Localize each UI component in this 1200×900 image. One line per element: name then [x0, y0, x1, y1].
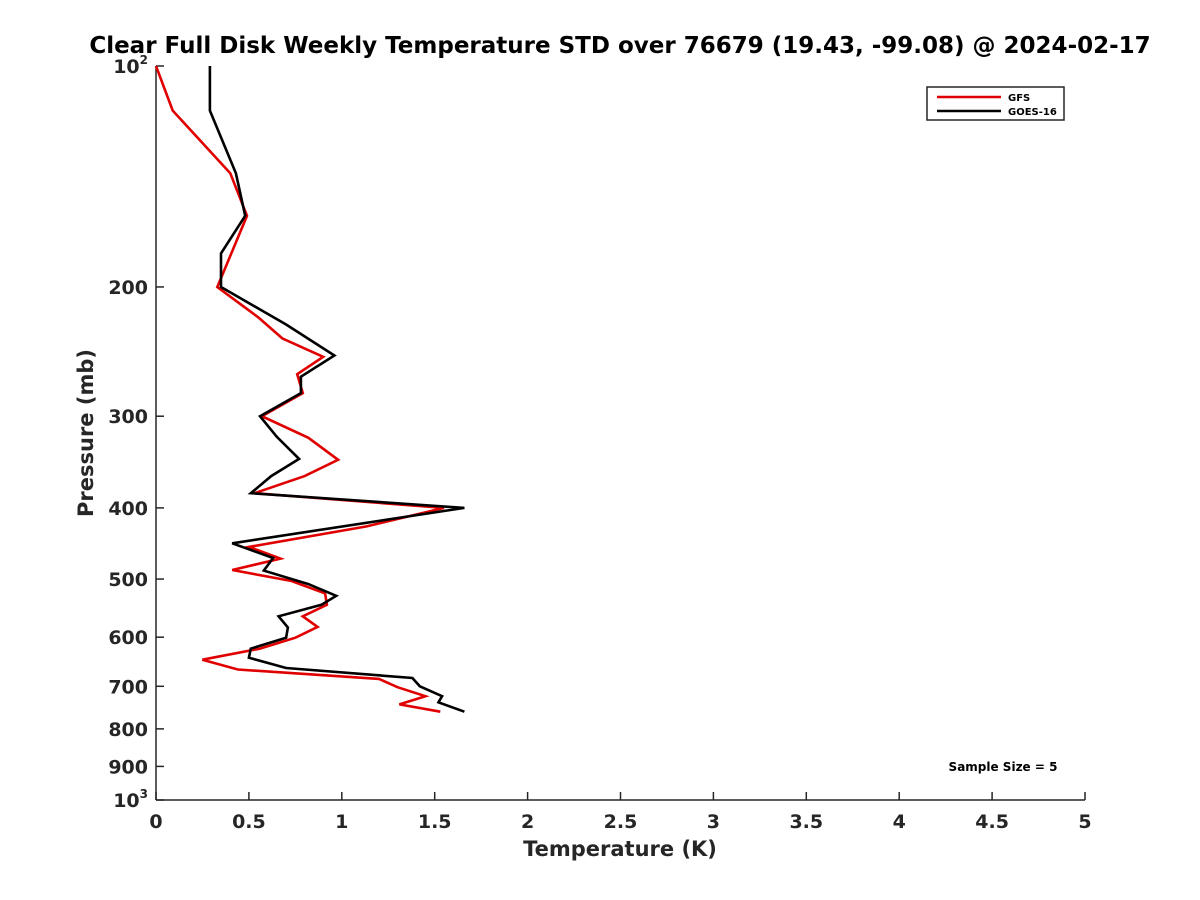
y-tick-label: 700	[108, 676, 148, 698]
x-tick-label: 3.5	[789, 811, 823, 833]
series-layer	[154, 65, 465, 713]
y-tick-label: 200	[108, 277, 148, 299]
x-axis-label: Temperature (K)	[523, 837, 717, 861]
legend-label: GFS	[1008, 93, 1030, 104]
legend: GFS GOES-16	[926, 86, 1065, 121]
y-tick-label: 800	[108, 719, 148, 741]
y-tick-label: 600	[108, 627, 148, 649]
x-tick-label: 2	[521, 811, 534, 833]
chart-title: Clear Full Disk Weekly Temperature STD o…	[89, 33, 1150, 59]
x-tick-label: 0	[149, 811, 162, 833]
x-tick-label: 3	[707, 811, 720, 833]
y-tick-label: 900	[108, 756, 148, 778]
axes: 0 0.5 1 1.5 2 2.5 3 3.5 4 4.5 5 102 200 300 400 500 600 7…	[108, 53, 1091, 833]
x-tick-label: 2.5	[604, 811, 638, 833]
legend-box	[926, 86, 1065, 121]
y-tick-label: 103	[113, 787, 148, 812]
x-tick-label: 4.5	[975, 811, 1009, 833]
y-tick-label: 102	[113, 53, 148, 78]
x-tick-label: 0.5	[232, 811, 266, 833]
legend-label: GOES-16	[1008, 107, 1057, 118]
series-line-gfs	[154, 65, 445, 713]
y-tick-label: 500	[108, 569, 148, 591]
x-tick-label: 1	[335, 811, 348, 833]
y-axis-label: Pressure (mb)	[74, 349, 98, 517]
y-tick-label: 400	[108, 498, 148, 520]
series-line-goes-16	[208, 66, 465, 713]
sample-size-annotation: Sample Size = 5	[949, 760, 1058, 774]
x-tick-label: 1.5	[418, 811, 452, 833]
x-tick-label: 5	[1078, 811, 1091, 833]
y-tick-label: 300	[108, 406, 148, 428]
x-tick-label: 4	[893, 811, 906, 833]
